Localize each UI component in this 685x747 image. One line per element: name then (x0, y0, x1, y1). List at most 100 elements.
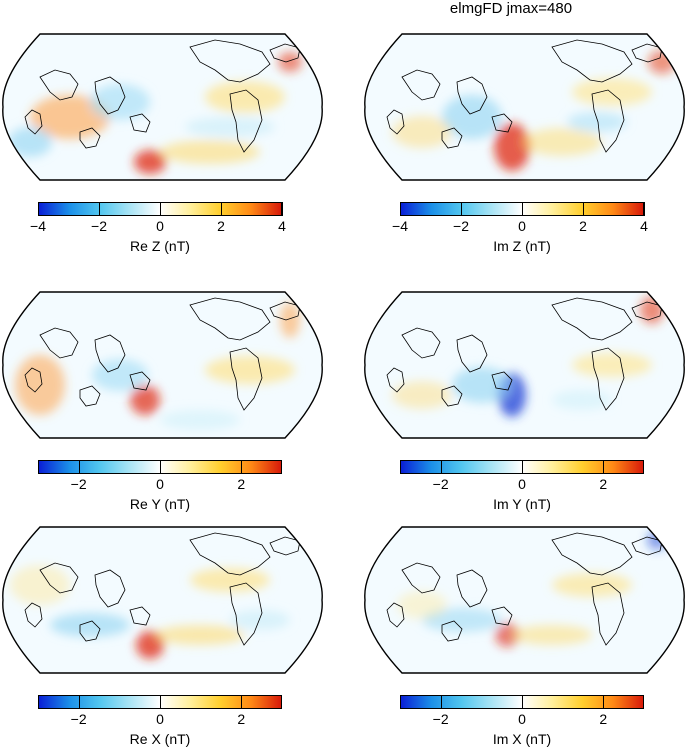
coastline (189, 297, 271, 341)
colorbar-tick (400, 202, 401, 216)
anomaly-blob (160, 140, 260, 164)
anomaly-blob (280, 302, 300, 338)
coastline (441, 385, 463, 407)
map-frame (2, 291, 323, 439)
anomaly-blob (552, 390, 612, 410)
colorbar-tick-label: −4 (392, 218, 408, 234)
anomaly-blob (442, 95, 502, 139)
colorbar-tick (282, 202, 283, 216)
colorbar-label: Im Z (nT) (493, 238, 551, 254)
colorbar-tick-label: −2 (432, 711, 449, 727)
colorbar-tick (78, 460, 80, 474)
colorbar-label: Re X (nT) (129, 731, 191, 747)
colorbar-label: Re Z (nT) (130, 238, 190, 254)
coastline (551, 297, 633, 341)
colorbar: −2 0 2 (38, 695, 282, 727)
coastline (79, 385, 101, 407)
anomaly-blob (392, 381, 452, 409)
coastline (631, 536, 663, 556)
colorbar: −4 −2 0 2 4 (392, 202, 648, 234)
colorbar-tick-label: 4 (640, 218, 648, 234)
colorbar-tick (461, 202, 462, 216)
colorbar-tick (522, 460, 523, 474)
map-panel: −2 0 2 Im X (nT) (362, 515, 685, 747)
colorbar-tick-label: 2 (599, 476, 608, 492)
colorbar-tick-label: 0 (518, 476, 526, 492)
colorbar-tick-label: 2 (579, 218, 587, 234)
world-map (2, 33, 323, 181)
colorbar-tick (38, 202, 39, 216)
colorbar-label: Re Y (nT) (129, 496, 191, 512)
map-frame (364, 291, 685, 439)
anomaly-blob (230, 610, 290, 630)
map-frame (364, 526, 685, 674)
coastline (591, 582, 625, 646)
colorbar-tick-label: 0 (518, 711, 526, 727)
colorbar-tick-label: −2 (453, 218, 469, 234)
coastline (441, 620, 463, 642)
coastline (129, 113, 151, 133)
coastline (401, 69, 441, 101)
anomaly-blob (185, 117, 275, 137)
colorbar-tick (78, 695, 80, 709)
coastline (491, 371, 513, 391)
colorbar-tick-label: 2 (217, 218, 225, 234)
colorbar-tick (99, 202, 100, 216)
colorbar-tick-label: 2 (237, 476, 246, 492)
colorbar: −2 0 2 (38, 460, 282, 492)
colorbar-label: Im X (nT) (492, 731, 552, 747)
coastline (386, 109, 405, 135)
coastline (189, 532, 271, 576)
coastline (229, 89, 263, 153)
anomaly-blob (648, 50, 676, 74)
colorbar-label: Im Y (nT) (493, 496, 551, 512)
map-panel: −4 −2 0 2 4 Re Z (nT) (0, 22, 325, 254)
colorbar-tick (221, 202, 222, 216)
coastline (94, 334, 126, 373)
colorbar-tick (583, 202, 584, 216)
colorbar-tick-label: 0 (156, 218, 164, 234)
map-panel: −2 0 2 Re X (nT) (0, 515, 325, 747)
anomaly-blob (130, 385, 160, 415)
coastline (24, 109, 43, 135)
anomaly-blob (8, 127, 52, 157)
colorbar-tick-label: 2 (237, 711, 246, 727)
coastline (386, 367, 405, 393)
colorbar-tick (522, 202, 523, 216)
coastline (631, 43, 663, 63)
coastline (269, 43, 301, 63)
coastline (491, 113, 513, 133)
anomaly-blob (205, 81, 285, 113)
anomaly-blob (552, 573, 632, 597)
colorbar: −2 0 2 (400, 460, 644, 492)
anomaly-blob (397, 591, 447, 619)
coastline (129, 606, 151, 626)
world-map (364, 33, 685, 181)
coastline (269, 301, 301, 321)
colorbar-tick (241, 695, 243, 709)
coastline (386, 602, 405, 628)
colorbar-tick (522, 695, 523, 709)
colorbar-tick-label: −4 (30, 218, 46, 234)
anomaly-blob (15, 355, 65, 415)
colorbar-tick-label: −2 (432, 476, 449, 492)
coastline (24, 602, 43, 628)
coastline (456, 334, 488, 373)
colorbar-tick-label: −2 (70, 711, 87, 727)
anomaly-blob (90, 84, 150, 120)
map-panel: −2 0 2 Re Y (nT) (0, 280, 325, 512)
coastline (94, 569, 126, 608)
anomaly-blob (452, 367, 512, 403)
coastline (39, 327, 79, 359)
anomaly-blob (495, 623, 519, 647)
anomaly-blob (30, 95, 110, 139)
anomaly-blob (567, 112, 627, 132)
coastline (24, 367, 43, 393)
anomaly-blob (640, 296, 664, 324)
anomaly-blob (494, 123, 530, 171)
map-frame (2, 526, 323, 674)
coastline (79, 620, 101, 642)
coastline (39, 69, 79, 101)
anomaly-blob (522, 128, 602, 156)
colorbar-tick-label: 0 (518, 218, 526, 234)
